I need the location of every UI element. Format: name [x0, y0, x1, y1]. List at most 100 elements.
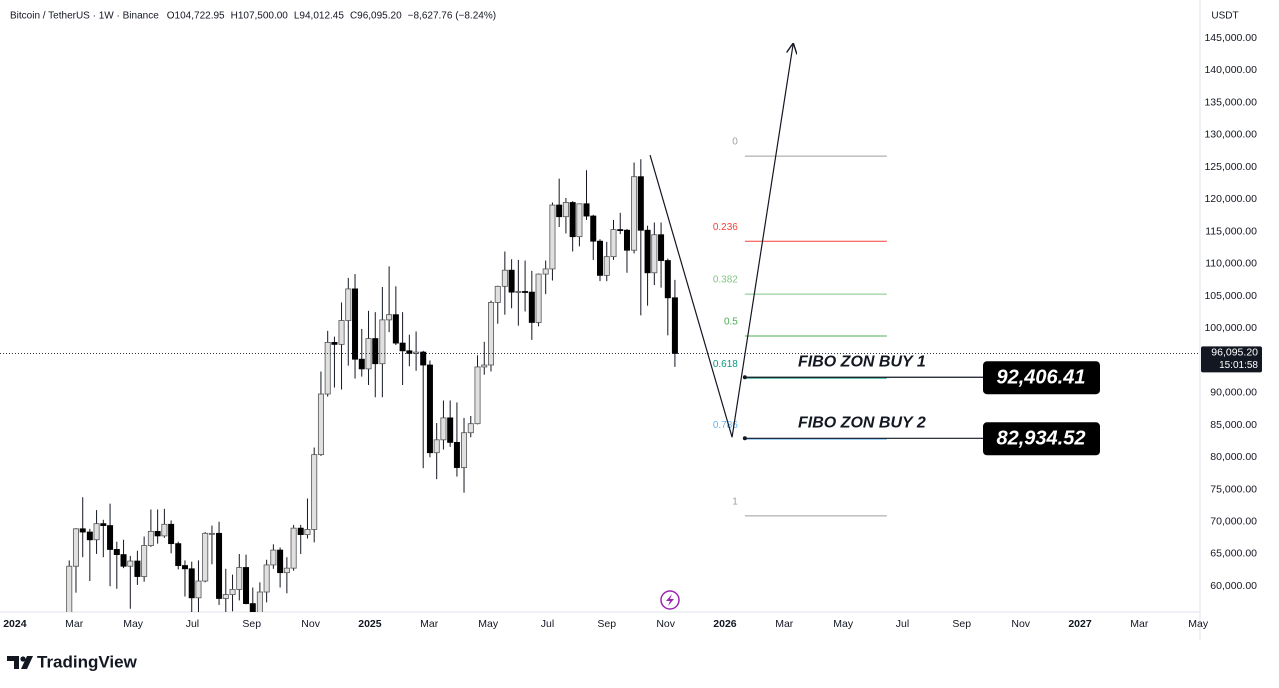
candle-body — [147, 530, 154, 546]
ohlc-value: C96,095.20 — [350, 11, 402, 22]
candle-body — [243, 567, 250, 605]
candle-body — [93, 523, 100, 541]
candle-body — [365, 338, 372, 370]
candle-body — [311, 454, 318, 530]
x-tick-label: Jul — [186, 618, 199, 630]
y-tick-label: 140,000.00 — [1204, 64, 1257, 76]
annotation-title: FIBO ZON BUY 1 — [798, 353, 926, 370]
candle-body — [358, 358, 365, 370]
x-tick-label: Jul — [896, 618, 909, 630]
candle-body — [440, 417, 447, 441]
candle-body — [120, 554, 127, 567]
projection-path — [649, 44, 793, 438]
annotation-value: 82,934.52 — [997, 428, 1086, 450]
candle-body — [72, 528, 79, 567]
candle-body — [324, 342, 331, 395]
candle-body — [474, 366, 481, 425]
x-tick-label: 2027 — [1068, 618, 1092, 630]
candle-body — [501, 269, 508, 287]
candle-body — [603, 256, 610, 276]
fib-level-label: 0.382 — [713, 275, 738, 286]
x-tick-label: Sep — [952, 618, 971, 630]
y-tick-label: 115,000.00 — [1205, 225, 1257, 237]
y-tick-label: 135,000.00 — [1204, 96, 1257, 108]
candle-body — [508, 269, 515, 293]
candle-body — [202, 532, 209, 582]
fib-level-label: 0 — [732, 137, 738, 148]
x-tick-label: 2024 — [3, 618, 27, 630]
candle-body — [270, 549, 277, 566]
candle-body — [331, 342, 338, 345]
candle-body — [631, 176, 638, 251]
x-tick-label: Nov — [301, 618, 320, 630]
candle-body — [488, 302, 495, 366]
ohlc-value: L94,012.45 — [294, 11, 344, 22]
candle-body — [277, 549, 284, 574]
candle-body — [610, 229, 617, 258]
candle-body — [304, 529, 311, 536]
y-tick-label: 60,000.00 — [1210, 580, 1257, 592]
candle-body — [141, 545, 148, 577]
candle-body — [413, 351, 420, 354]
last-price-box — [1201, 346, 1262, 373]
x-tick-label: 2025 — [358, 618, 382, 630]
annotation-box — [983, 361, 1100, 395]
y-tick-label: 125,000.00 — [1204, 161, 1257, 173]
x-tick-label: Sep — [597, 618, 616, 630]
candle-body — [461, 432, 468, 468]
y-tick-label: 75,000.00 — [1210, 483, 1257, 495]
candle-body — [107, 525, 114, 550]
candle-body — [134, 560, 141, 577]
candle-body — [494, 285, 501, 303]
y-tick-label: 110,000.00 — [1205, 258, 1257, 270]
y-tick-label: 80,000.00 — [1210, 451, 1257, 463]
x-tick-label: May — [833, 618, 854, 630]
candle-body — [290, 527, 297, 569]
x-tick-label: Mar — [1130, 618, 1149, 630]
annotation-value: 92,406.41 — [997, 367, 1086, 389]
candle-body — [590, 215, 597, 242]
candle-body — [249, 603, 256, 612]
candle-body — [535, 273, 542, 323]
x-tick-label: 2026 — [713, 618, 737, 630]
x-tick-label: May — [1188, 618, 1209, 630]
candle-body — [406, 350, 413, 354]
plot-area: 0 0.236 0.382 0.5 0.618 0.786 1 — [0, 44, 1200, 612]
candle-body — [671, 297, 678, 354]
fib-level-label: 0.786 — [713, 420, 738, 431]
candle-body — [168, 523, 175, 545]
fib-level-label: 0.618 — [713, 359, 738, 370]
candle-body — [229, 589, 236, 595]
y-tick-label: 120,000.00 — [1204, 193, 1257, 205]
annotation-title: FIBO ZON BUY 2 — [798, 415, 926, 432]
x-tick-label: May — [123, 618, 144, 630]
candle-body — [175, 543, 182, 566]
candle-body — [522, 291, 529, 293]
fib-level-label: 1 — [732, 497, 738, 508]
candle-body — [317, 393, 324, 456]
x-tick-label: Nov — [1011, 618, 1030, 630]
candle-body — [161, 523, 168, 537]
candle-body — [583, 203, 590, 217]
candle-body — [154, 530, 161, 537]
ohlc-value: O104,722.95 — [167, 11, 225, 22]
candle-body — [617, 229, 624, 231]
annotation-anchor — [742, 375, 747, 380]
y-tick-label: 65,000.00 — [1210, 548, 1257, 560]
candle-body — [597, 240, 604, 276]
candle-body — [664, 260, 671, 299]
candle-body — [562, 202, 569, 218]
candle-body — [263, 564, 270, 593]
x-tick-label: Mar — [65, 618, 84, 630]
candle-body — [100, 523, 107, 526]
x-tick-label: Mar — [420, 618, 439, 630]
candle-body — [556, 204, 563, 218]
last-price-label: 96,095.20 — [1211, 347, 1258, 359]
candle-body — [222, 594, 229, 599]
candle-body — [236, 567, 243, 590]
brand-name: TradingView — [37, 652, 138, 671]
candle-body — [576, 203, 583, 238]
